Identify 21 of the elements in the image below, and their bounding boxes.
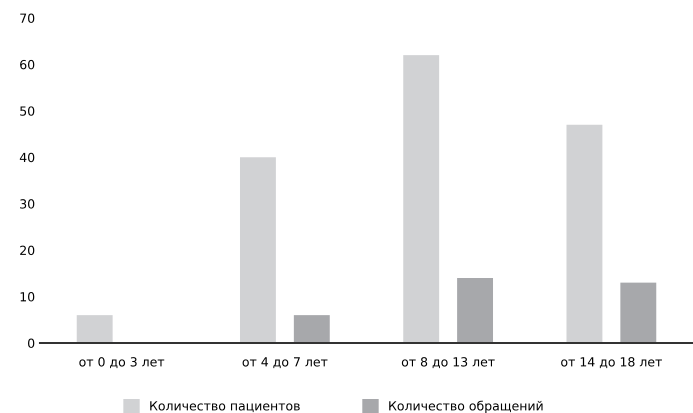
y-tick-label: 50 (20, 106, 34, 116)
y-tick-label: 40 (20, 152, 34, 162)
x-tick-label: от 0 до 3 лет (79, 357, 164, 368)
bar (620, 282, 656, 343)
y-tick-label: 70 (20, 13, 34, 23)
x-tick-label: от 14 до 18 лет (561, 357, 662, 368)
y-tick-label: 10 (20, 292, 34, 302)
y-tick-label: 60 (20, 60, 34, 70)
y-tick-label: 0 (28, 338, 34, 348)
legend-label: Количество пациентов (150, 401, 300, 412)
y-tick-label: 30 (20, 199, 34, 209)
x-tick-label: от 4 до 7 лет (242, 357, 328, 368)
bar (403, 55, 440, 343)
x-tick-label: от 8 до 13 лет (402, 357, 495, 368)
bar (240, 157, 276, 343)
bar (457, 278, 494, 343)
bar (76, 315, 113, 343)
legend-label: Количество обращений (389, 400, 543, 413)
bar (566, 124, 602, 343)
y-tick-label: 20 (20, 246, 34, 256)
bar (294, 315, 330, 343)
